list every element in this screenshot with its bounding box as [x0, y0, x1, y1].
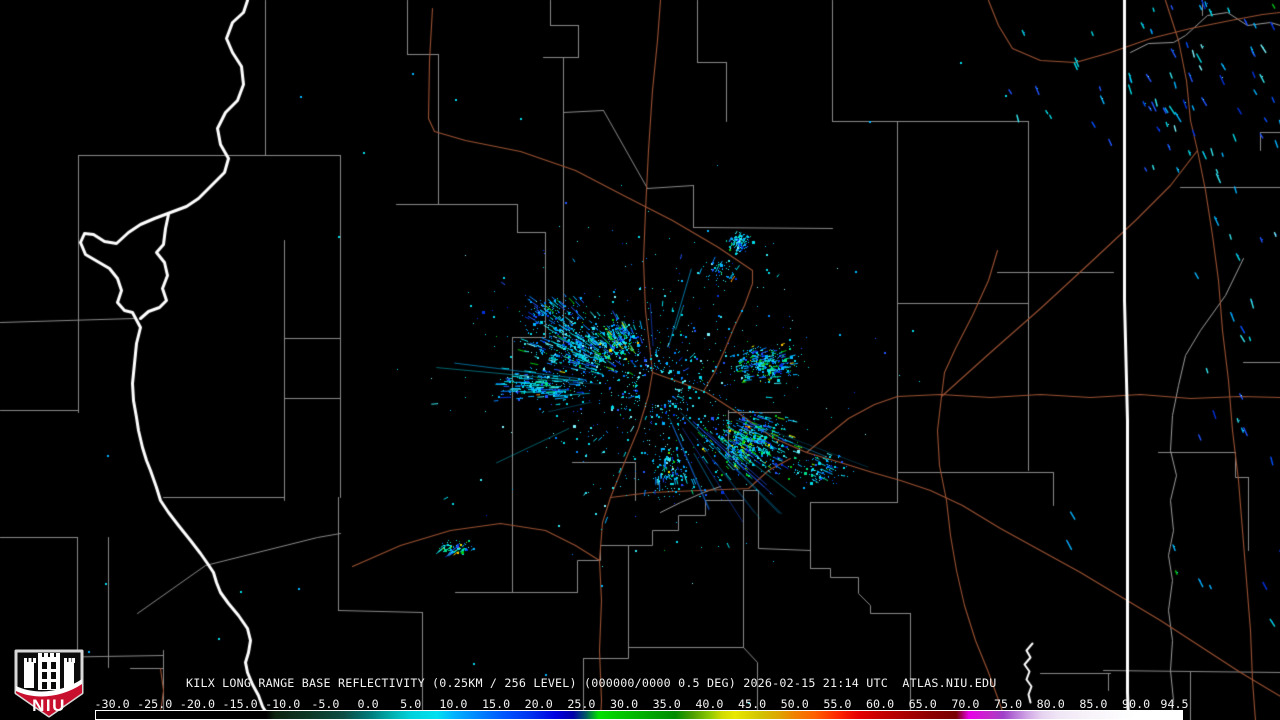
scale-label: 40.0 [695, 697, 724, 711]
scale-label: -5.0 [311, 697, 340, 711]
scale-label: 30.0 [610, 697, 639, 711]
scale-label: 35.0 [652, 697, 681, 711]
scale-label: -25.0 [137, 697, 173, 711]
scale-label: 90.0 [1122, 697, 1151, 711]
scale-label: 65.0 [908, 697, 937, 711]
scale-label: 94.5 [1160, 697, 1189, 711]
niu-logo: NIU [14, 649, 84, 718]
scale-label: -10.0 [265, 697, 301, 711]
scale-label: 50.0 [780, 697, 809, 711]
scale-label: -30.0 [94, 697, 130, 711]
scale-label: 45.0 [738, 697, 767, 711]
scale-label: 60.0 [866, 697, 895, 711]
scale-label: -20.0 [179, 697, 215, 711]
scale-label: -15.0 [222, 697, 258, 711]
scale-label: 55.0 [823, 697, 852, 711]
product-title: KILX LONG RANGE BASE REFLECTIVITY (0.25K… [186, 676, 997, 690]
scale-label: 5.0 [400, 697, 422, 711]
scale-label: 25.0 [567, 697, 596, 711]
scale-label: 10.0 [439, 697, 468, 711]
scale-label: 75.0 [994, 697, 1023, 711]
scale-label: 0.0 [357, 697, 379, 711]
logo-red-band [16, 684, 82, 716]
logo-text: NIU [32, 696, 66, 715]
scale-label: 80.0 [1036, 697, 1065, 711]
scale-label: 70.0 [951, 697, 980, 711]
reflectivity-scale-labels: -30.0 -25.0 -20.0 -15.0 -10.0 -5.0 0.0 5.0 10.0 1… [0, 697, 1280, 711]
scale-label: 20.0 [524, 697, 553, 711]
scale-label: 15.0 [482, 697, 511, 711]
niu-castle-icon [24, 653, 75, 690]
reflectivity-colorbar [95, 710, 1183, 720]
scale-label: 85.0 [1079, 697, 1108, 711]
